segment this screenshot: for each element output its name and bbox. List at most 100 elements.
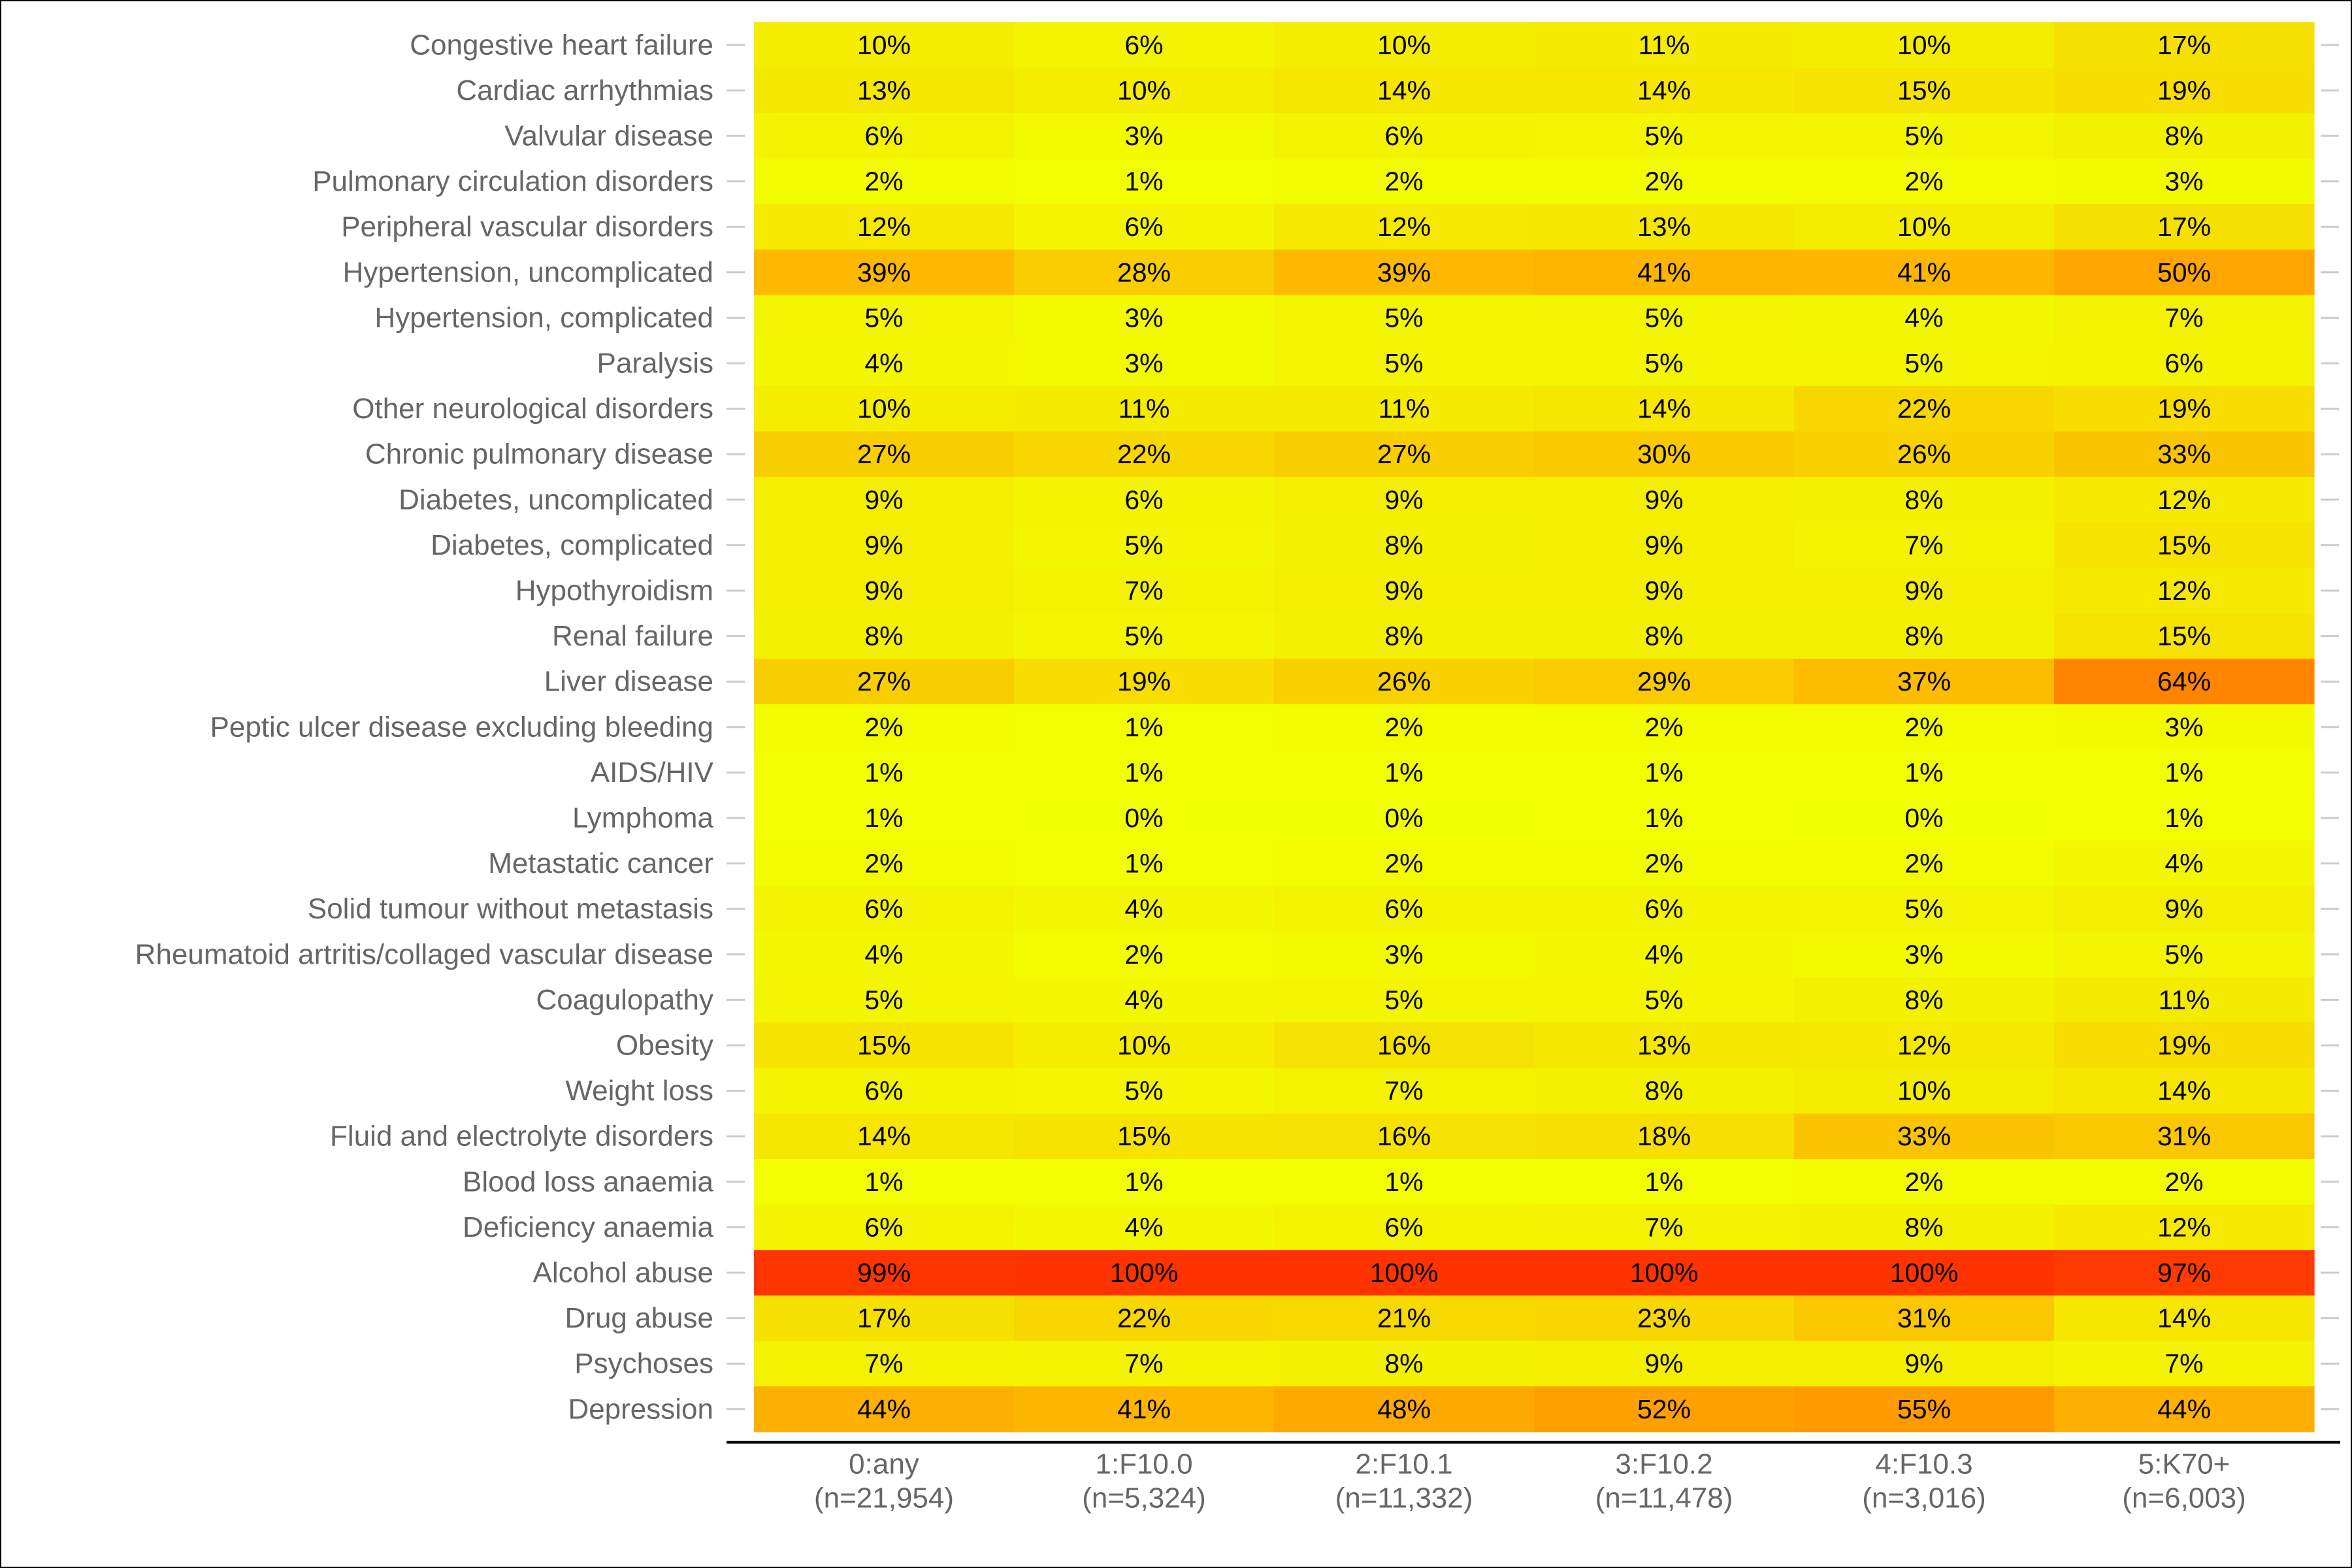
heatmap-cell	[1534, 1113, 1795, 1160]
heatmap-cell	[1014, 22, 1275, 69]
heatmap-cell	[1794, 1068, 2055, 1114]
heatmap-cell	[754, 1250, 1015, 1296]
cell-value-label: 8%	[1384, 621, 1423, 651]
heatmap-cell	[754, 1341, 1015, 1387]
heatmap-cell	[1274, 113, 1535, 159]
cell-value-label: 8%	[1904, 485, 1943, 515]
heatmap-cell	[754, 932, 1015, 978]
heatmap-cell	[754, 158, 1015, 204]
cell-value-label: 2%	[1384, 849, 1423, 879]
cell-value-label: 16%	[1377, 1121, 1431, 1151]
cell-value-label: 14%	[1637, 394, 1691, 424]
heatmap-cell	[1274, 1113, 1535, 1160]
heatmap-cell	[1014, 477, 1275, 523]
cell-value-label: 1%	[1384, 757, 1423, 787]
heatmap-cell	[1014, 704, 1275, 751]
cell-value-label: 9%	[1384, 576, 1423, 606]
heatmap-cell	[754, 795, 1015, 841]
cell-value-label: 9%	[1384, 485, 1423, 515]
cell-value-label: 1%	[864, 1167, 903, 1197]
cell-value-label: 0%	[1124, 803, 1163, 833]
heatmap-cell	[2054, 295, 2315, 341]
cell-value-label: 100%	[1890, 1258, 1959, 1288]
cell-value-label: 6%	[864, 1076, 903, 1106]
heatmap-cell	[754, 749, 1015, 796]
row-label: Cardiac arrhythmias	[456, 74, 713, 106]
heatmap-cell	[1014, 67, 1275, 114]
heatmap-cell	[1534, 840, 1795, 887]
cell-value-label: 5%	[1904, 348, 1943, 378]
cell-value-label: 2%	[1904, 849, 1943, 879]
heatmap-cell	[754, 113, 1015, 159]
heatmap-cell	[754, 385, 1015, 432]
heatmap-cell	[754, 568, 1015, 614]
cell-value-label: 4%	[1124, 894, 1163, 924]
x-axis: 0:any(n=21,954)1:F10.0(n=5,324)2:F10.1(n…	[727, 1441, 2340, 1514]
heatmap-cell	[1794, 385, 2055, 432]
cell-value-label: 31%	[1897, 1303, 1951, 1333]
heatmap-cell	[1534, 477, 1795, 523]
heatmap-cell	[754, 704, 1015, 751]
heatmap-cell	[2054, 1204, 2315, 1250]
heatmap-cell	[2054, 932, 2315, 978]
row-label: Hypertension, complicated	[375, 302, 713, 334]
heatmap-cell	[754, 613, 1015, 659]
heatmap-cell	[1794, 1159, 2055, 1205]
cell-value-label: 37%	[1897, 666, 1951, 696]
heatmap-cell	[1794, 1250, 2055, 1296]
cell-value-label: 5%	[1644, 985, 1683, 1015]
cell-value-label: 3%	[1124, 348, 1163, 378]
column-n-label: (n=5,324)	[1082, 1482, 1206, 1514]
row-label: Diabetes, uncomplicated	[399, 483, 713, 515]
cell-value-label: 1%	[1124, 712, 1163, 742]
heatmap-cell	[1014, 1022, 1275, 1069]
cell-value-label: 4%	[2164, 849, 2203, 879]
cell-value-label: 6%	[1124, 212, 1163, 242]
cell-value-label: 5%	[1384, 302, 1423, 333]
cell-value-label: 41%	[1637, 257, 1691, 287]
cell-value-label: 10%	[857, 30, 911, 60]
cell-value-label: 3%	[1124, 121, 1163, 151]
heatmap-cell	[2054, 522, 2315, 568]
cell-value-label: 2%	[1644, 849, 1683, 879]
cell-value-label: 17%	[2157, 30, 2211, 60]
cell-value-label: 11%	[1638, 30, 1690, 60]
cell-value-label: 4%	[1124, 985, 1163, 1015]
cell-value-label: 1%	[1124, 1167, 1163, 1197]
cell-value-label: 15%	[2157, 621, 2211, 651]
cell-value-label: 11%	[2158, 985, 2210, 1015]
row-label: Weight loss	[565, 1075, 713, 1107]
cell-value-label: 44%	[2157, 1394, 2211, 1424]
heatmap-cell	[754, 522, 1015, 568]
heatmap-cell	[1274, 1068, 1535, 1114]
cell-value-label: 8%	[2164, 121, 2203, 151]
row-label: Hypertension, uncomplicated	[343, 256, 713, 288]
heatmap-cell	[2054, 840, 2315, 887]
cell-value-label: 22%	[1117, 1303, 1171, 1333]
heatmap-cell	[2054, 1068, 2315, 1114]
heatmap-cell	[1274, 1204, 1535, 1250]
cell-value-label: 12%	[2157, 1212, 2211, 1242]
cell-value-label: 5%	[1124, 1076, 1163, 1106]
cell-value-label: 2%	[1384, 712, 1423, 742]
heatmap-cell	[1014, 113, 1275, 159]
cell-value-label: 9%	[1904, 576, 1943, 606]
heatmap-cell	[1274, 1295, 1535, 1341]
cell-value-label: 2%	[864, 712, 903, 742]
cell-value-label: 26%	[1377, 666, 1431, 696]
heatmap-cell	[1794, 568, 2055, 614]
column-n-label: (n=6,003)	[2122, 1482, 2246, 1514]
heatmap-cell	[1014, 1341, 1275, 1387]
column-n-label: (n=11,478)	[1595, 1482, 1733, 1514]
heatmap-cell	[754, 250, 1015, 296]
heatmap-cell	[1014, 749, 1275, 796]
cell-value-label: 10%	[1117, 1030, 1171, 1060]
cell-value-label: 8%	[1384, 1348, 1423, 1379]
heatmap-cell	[754, 1113, 1015, 1160]
row-label: Fluid and electrolyte disorders	[330, 1120, 713, 1152]
cell-value-label: 5%	[1644, 302, 1683, 333]
column-n-label: (n=21,954)	[814, 1482, 954, 1514]
cell-value-label: 17%	[857, 1303, 911, 1333]
heatmap-cell	[1274, 977, 1535, 1023]
cell-value-label: 4%	[864, 939, 903, 970]
